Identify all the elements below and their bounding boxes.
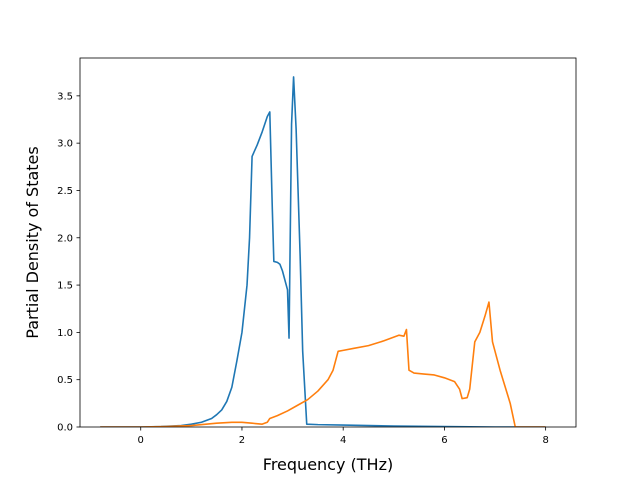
y-axis-label: Partial Density of States [23,146,42,338]
y-tick-label: 2.0 [57,233,73,244]
y-tick-label: 3.0 [57,139,73,150]
x-tick-label: 0 [138,435,144,446]
plot-area [80,58,576,427]
y-tick-label: 3.5 [57,91,73,102]
axes-layer: 0 2 4 6 8 0.0 0.5 1.0 1.5 2.0 2.5 3.0 3.5 [57,57,577,446]
x-axis-label: Frequency (THz) [263,455,393,474]
y-tick-label: 0.5 [57,375,73,386]
y-tick-label: 0.0 [57,423,73,434]
series-1-line [100,76,546,427]
axes-frame [79,57,577,428]
y-tick-label: 2.5 [57,186,73,197]
x-tick-label: 8 [542,435,548,446]
x-tick-label: 4 [340,435,346,446]
series-2-line [100,301,546,427]
x-tick-label: 6 [441,435,447,446]
y-tick-label: 1.0 [57,328,73,339]
series-layer [100,76,546,427]
y-tick-label: 1.5 [57,281,73,292]
x-tick-label: 2 [239,435,245,446]
